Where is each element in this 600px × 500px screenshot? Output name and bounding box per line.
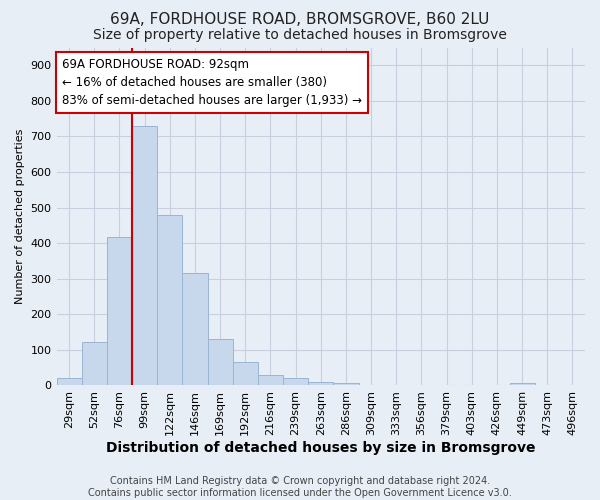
Bar [509, 382, 535, 386]
Bar [157, 214, 182, 386]
Bar [182, 274, 208, 386]
Bar [132, 126, 157, 386]
Y-axis label: Number of detached properties: Number of detached properties [15, 129, 25, 304]
Text: 69A FORDHOUSE ROAD: 92sqm
← 16% of detached houses are smaller (380)
83% of semi: 69A FORDHOUSE ROAD: 92sqm ← 16% of detac… [62, 58, 362, 106]
Bar [283, 378, 308, 386]
Bar [208, 339, 233, 386]
Bar [56, 378, 82, 386]
Text: 69A, FORDHOUSE ROAD, BROMSGROVE, B60 2LU: 69A, FORDHOUSE ROAD, BROMSGROVE, B60 2LU [110, 12, 490, 28]
X-axis label: Distribution of detached houses by size in Bromsgrove: Distribution of detached houses by size … [106, 441, 536, 455]
Bar [82, 342, 107, 386]
Bar [258, 375, 283, 386]
Text: Contains HM Land Registry data © Crown copyright and database right 2024.
Contai: Contains HM Land Registry data © Crown c… [88, 476, 512, 498]
Bar [359, 384, 383, 386]
Bar [107, 237, 132, 386]
Bar [308, 382, 334, 386]
Bar [233, 362, 258, 386]
Text: Size of property relative to detached houses in Bromsgrove: Size of property relative to detached ho… [93, 28, 507, 42]
Bar [334, 382, 359, 386]
